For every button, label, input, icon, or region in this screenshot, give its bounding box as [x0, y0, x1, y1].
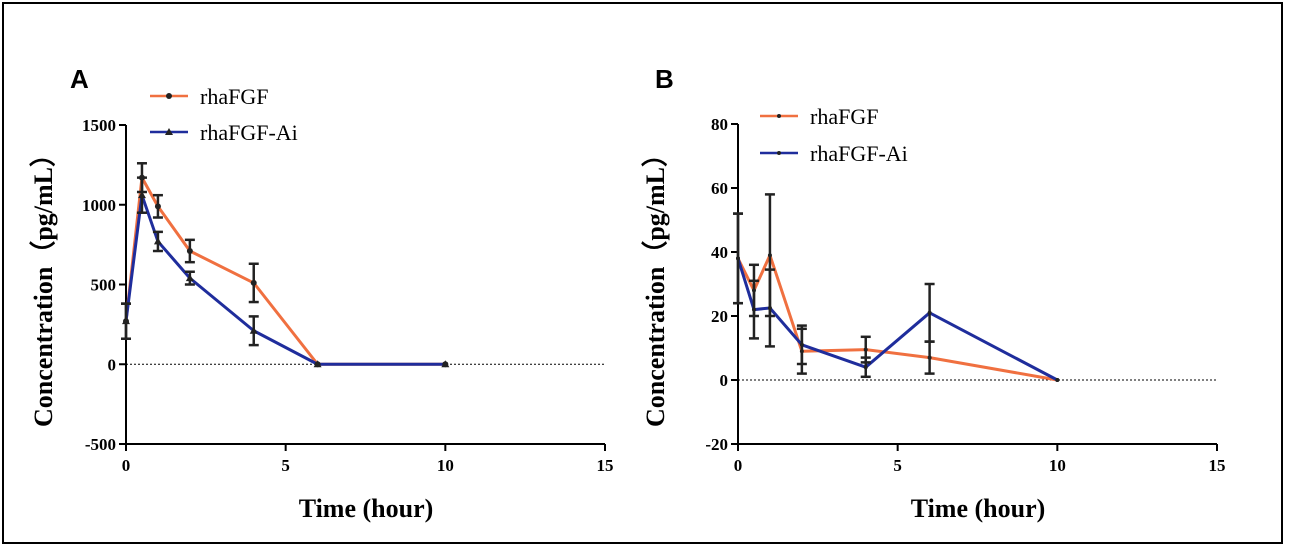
y-tick-label-a: 1000	[82, 196, 116, 215]
y-tick-label-a: 0	[108, 355, 117, 374]
x-tick-label-b: 15	[1209, 456, 1226, 475]
panel-label-a: A	[70, 64, 89, 94]
legend-a-label-rhafgf: rhaFGF	[200, 84, 268, 109]
data-point-a-rhafgf	[154, 203, 161, 210]
panel-label-b: B	[655, 64, 674, 94]
y-tick-label-b: 60	[711, 179, 728, 198]
x-tick-label-b: 10	[1049, 456, 1066, 475]
legend-a-marker-rhafgf-ai	[165, 128, 173, 135]
data-point-b-rhafgf	[927, 355, 932, 360]
data-point-a-rhafgf-ai	[249, 326, 258, 334]
y-tick-label-a: 500	[91, 276, 117, 295]
series-line-a-rhafgf	[124, 176, 446, 366]
x-tick-label-b: 0	[734, 456, 743, 475]
y-tick-label-b: 80	[711, 115, 728, 134]
data-point-b-rhafgf-ai	[863, 365, 868, 370]
y-tick-label-b: 0	[720, 371, 729, 390]
data-point-b-rhafgf-ai	[1055, 378, 1060, 382]
legend-a-marker-rhafgf	[166, 93, 172, 99]
x-tick-label-a: 0	[122, 456, 131, 475]
y-tick-label-a: -500	[85, 435, 116, 454]
data-point-a-rhafgf-ai	[185, 274, 194, 282]
x-axis-label-a: Time (hour)	[299, 494, 434, 523]
data-point-a-rhafgf-ai	[153, 237, 162, 245]
x-tick-label-a: 5	[281, 456, 290, 475]
series-line-b-rhafgf	[736, 253, 1058, 382]
data-point-a-rhafgf-ai	[122, 317, 130, 325]
data-point-a-rhafgf	[250, 279, 257, 286]
legend-b-marker-rhafgf-ai	[777, 151, 781, 155]
data-point-a-rhafgf	[186, 248, 193, 255]
x-axis-label-b: Time (hour)	[911, 494, 1046, 523]
y-axis-label-a: Concentration（pg/mL）	[29, 141, 58, 427]
data-point-a-rhafgf-ai	[441, 360, 450, 368]
chart-panel-a: A rhaFGF rhaFGF-Ai Concentration（pg/mL） …	[29, 64, 614, 523]
legend-b: rhaFGF rhaFGF-Ai	[760, 104, 908, 166]
legend-a-label-rhafgf-ai: rhaFGF-Ai	[200, 120, 298, 145]
x-tick-label-a: 15	[597, 456, 614, 475]
y-tick-label-b: 40	[711, 243, 728, 262]
data-point-a-rhafgf-ai	[137, 191, 146, 199]
data-point-b-rhafgf-ai	[767, 306, 772, 310]
chart-panel-b: B rhaFGF rhaFGF-Ai Concentration（pg/mL） …	[641, 64, 1226, 523]
legend-b-marker-rhafgf	[777, 114, 781, 118]
data-point-b-rhafgf-ai	[927, 310, 932, 315]
data-point-b-rhafgf-ai	[799, 342, 804, 347]
legend-b-label-rhafgf-ai: rhaFGF-Ai	[810, 141, 908, 166]
series-line-a-rhafgf-ai	[124, 193, 446, 366]
series-line-b-rhafgf-ai	[736, 257, 1059, 382]
data-point-b-rhafgf-ai	[736, 256, 740, 261]
y-tick-label-b: -20	[705, 435, 728, 454]
x-tick-label-a: 10	[437, 456, 454, 475]
y-axis-label-b: Concentration（pg/mL）	[641, 141, 670, 427]
y-tick-label-b: 20	[711, 307, 728, 326]
data-point-a-rhafgf-ai	[313, 360, 322, 368]
x-tick-label-b: 5	[893, 456, 902, 475]
data-point-b-rhafgf	[767, 253, 772, 258]
data-point-b-rhafgf-ai	[751, 307, 756, 312]
legend-a: rhaFGF rhaFGF-Ai	[150, 84, 298, 145]
legend-b-label-rhafgf: rhaFGF	[810, 104, 878, 129]
y-tick-label-a: 1500	[82, 116, 116, 135]
data-point-b-rhafgf	[863, 347, 868, 352]
